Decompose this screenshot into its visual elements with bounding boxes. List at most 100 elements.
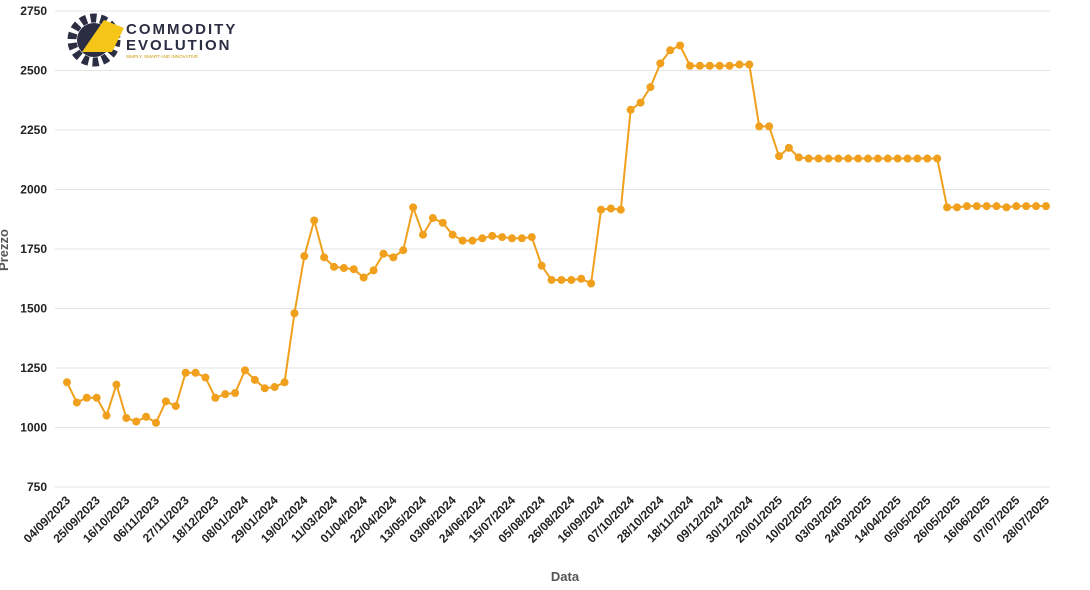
point	[636, 98, 645, 107]
point	[962, 202, 971, 211]
point	[409, 203, 418, 212]
point	[933, 154, 942, 163]
point	[280, 378, 289, 387]
point	[241, 366, 249, 375]
point	[142, 412, 151, 421]
point	[122, 413, 131, 422]
point	[270, 383, 279, 392]
point	[666, 46, 675, 55]
point	[784, 143, 793, 152]
point	[488, 231, 497, 240]
y-tick-label: 1750	[20, 242, 47, 256]
logo-line1: COMMODITY	[126, 21, 237, 38]
point	[597, 205, 605, 214]
point	[300, 252, 309, 261]
point	[419, 230, 427, 239]
point	[428, 214, 437, 223]
point	[339, 264, 348, 273]
point	[972, 202, 981, 211]
y-axis-title: Prezzo	[0, 229, 11, 271]
logo: COMMODITY EVOLUTION SIMPLY, SMART AND IN…	[67, 13, 237, 67]
point	[646, 83, 655, 92]
point	[676, 41, 685, 50]
point	[330, 262, 338, 271]
point	[953, 203, 961, 212]
point	[221, 390, 230, 399]
line	[66, 44, 1046, 425]
point	[567, 275, 576, 284]
point	[181, 368, 190, 377]
point	[755, 122, 764, 131]
point	[112, 380, 121, 389]
point	[824, 154, 833, 163]
point	[231, 388, 240, 397]
point	[310, 216, 319, 225]
point	[458, 236, 467, 245]
y-tick-label: 2250	[20, 123, 47, 137]
point	[132, 417, 141, 426]
point	[626, 105, 635, 114]
point	[349, 265, 358, 274]
point	[913, 154, 922, 163]
point	[527, 233, 536, 242]
point	[804, 154, 813, 163]
point	[903, 154, 912, 163]
point	[359, 273, 368, 282]
point	[893, 154, 902, 163]
point	[794, 153, 803, 162]
point	[705, 61, 714, 70]
point	[883, 154, 892, 163]
x-axis-title: Data	[551, 569, 580, 584]
logo-tag	[82, 20, 124, 52]
point	[854, 154, 863, 163]
y-tick-label: 2500	[20, 64, 47, 78]
point	[992, 202, 1001, 211]
point	[389, 253, 398, 262]
y-tick-label: 1250	[20, 361, 47, 375]
point	[517, 234, 526, 243]
point	[537, 261, 546, 270]
point	[438, 218, 447, 227]
point	[814, 154, 823, 163]
point	[923, 154, 932, 163]
point	[369, 266, 378, 275]
point	[982, 202, 991, 211]
point	[171, 402, 180, 411]
point	[320, 253, 329, 262]
point	[745, 60, 754, 69]
y-tick-label: 1500	[20, 302, 47, 316]
logo-tagline: SIMPLY, SMART AND INNOVATIVE	[126, 54, 198, 59]
point	[161, 397, 170, 406]
point	[260, 384, 269, 393]
point	[834, 154, 843, 163]
y-tick-label: 1000	[20, 421, 47, 435]
point	[102, 411, 111, 420]
point	[508, 234, 516, 243]
point	[1032, 202, 1041, 211]
point	[577, 274, 586, 283]
point	[448, 230, 457, 239]
point	[735, 60, 744, 69]
y-tick-label: 2750	[20, 4, 47, 18]
y-tick-label: 750	[27, 480, 47, 494]
point	[725, 61, 734, 70]
point	[587, 279, 596, 288]
point	[379, 249, 388, 258]
point	[250, 375, 259, 384]
point	[864, 154, 872, 163]
y-tick-label: 2000	[20, 183, 47, 197]
point	[498, 233, 507, 242]
point	[695, 61, 704, 70]
point	[211, 393, 220, 402]
point	[765, 122, 774, 131]
point	[468, 236, 477, 245]
point	[775, 152, 783, 161]
point	[201, 373, 210, 382]
point	[1042, 202, 1050, 211]
point	[1012, 202, 1021, 211]
point	[478, 234, 487, 243]
point	[715, 61, 724, 70]
point	[606, 204, 615, 213]
point	[399, 246, 408, 255]
